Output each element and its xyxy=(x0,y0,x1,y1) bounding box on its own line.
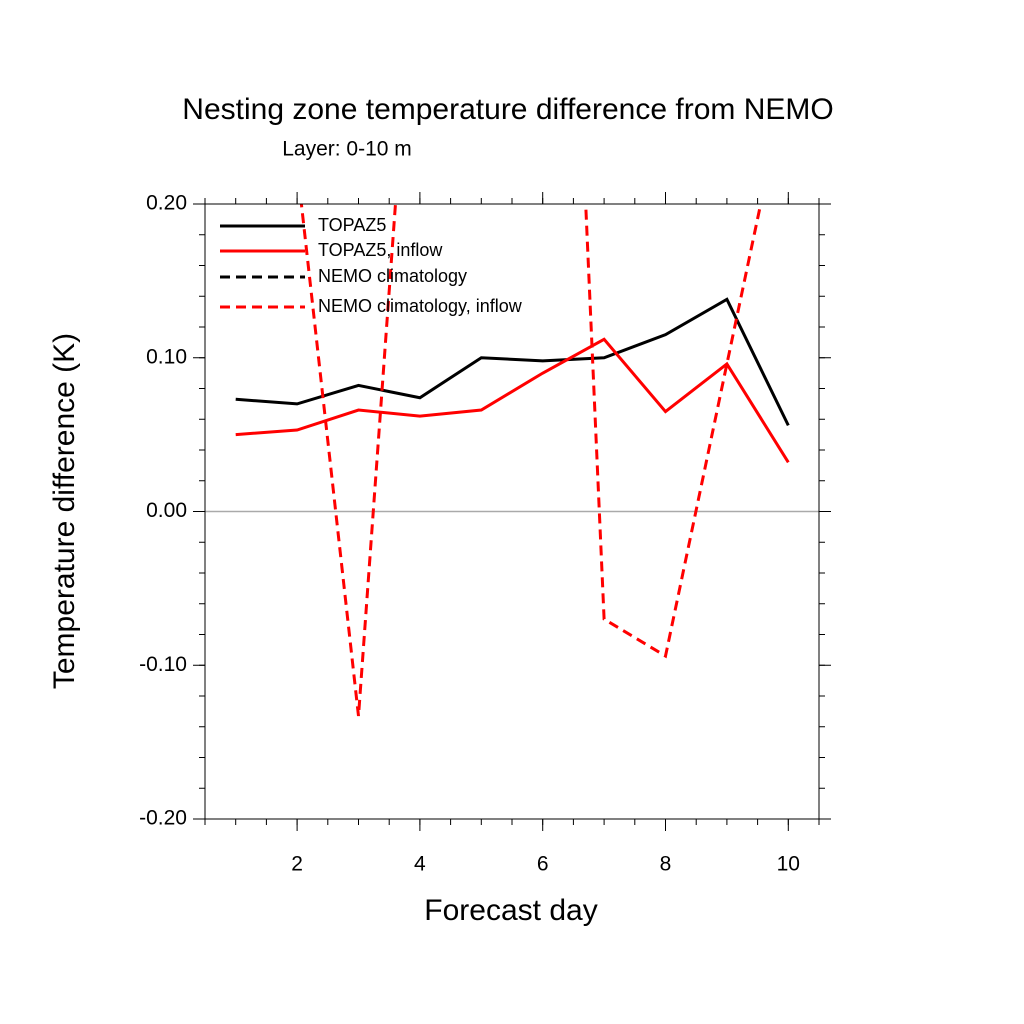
x-axis-label: Forecast day xyxy=(424,894,597,927)
legend-label: TOPAZ5, inflow xyxy=(318,240,443,260)
x-tick-label: 4 xyxy=(414,853,426,876)
chart-subtitle: Layer: 0-10 m xyxy=(282,138,412,161)
x-tick-label: 6 xyxy=(537,853,549,876)
plot-area xyxy=(235,204,790,717)
y-tick-label: -0.20 xyxy=(139,807,187,830)
y-tick-label: 0.20 xyxy=(146,192,187,215)
y-tick-label: 0.00 xyxy=(146,499,187,522)
y-tick-label: 0.10 xyxy=(146,345,187,368)
axes-layer: 0.20 0.10 0.00 -0.10 -0.20 2 4 6 8 10 xyxy=(139,192,831,876)
legend-label: TOPAZ5 xyxy=(318,215,386,235)
legend: TOPAZ5 TOPAZ5, inflow NEMO climatology NEMO… xyxy=(220,215,523,316)
legend-label: NEMO climatology xyxy=(318,266,467,286)
plot-frame xyxy=(204,203,820,820)
x-tick-label: 2 xyxy=(291,853,303,876)
x-tick-label: 8 xyxy=(660,853,672,876)
x-tick-label: 10 xyxy=(777,853,800,876)
series-line xyxy=(235,337,790,464)
chart-title: Nesting zone temperature difference from… xyxy=(182,93,833,126)
series-line xyxy=(235,297,790,427)
legend-label: NEMO climatology, inflow xyxy=(318,296,523,316)
series-line xyxy=(299,204,763,717)
y-tick-label: -0.10 xyxy=(139,653,187,676)
y-axis-label: Temperature difference (K) xyxy=(48,333,81,689)
